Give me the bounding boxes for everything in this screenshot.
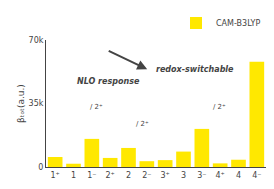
svg-text:4⁺: 4⁺ <box>216 171 225 180</box>
svg-text:1⁻: 1⁻ <box>87 171 96 180</box>
svg-text:NLO response: NLO response <box>77 77 140 86</box>
svg-text:1: 1 <box>71 171 76 180</box>
svg-text:/ 2⁺: / 2⁺ <box>90 103 103 111</box>
svg-text:/ 2⁺: / 2⁺ <box>136 120 149 128</box>
svg-text:2⁻: 2⁻ <box>142 171 151 180</box>
svg-text:/ 2⁺: / 2⁺ <box>213 103 226 111</box>
svg-text:4⁻: 4⁻ <box>252 171 261 180</box>
svg-text:70k: 70k <box>29 36 44 45</box>
svg-text:βₜₒₜ(a.u.): βₜₒₜ(a.u.) <box>16 84 26 123</box>
svg-text:3: 3 <box>181 171 186 180</box>
svg-text:2: 2 <box>126 171 131 180</box>
svg-text:1⁺: 1⁺ <box>51 171 60 180</box>
svg-text:3⁻: 3⁻ <box>197 171 206 180</box>
svg-text:35k: 35k <box>29 99 44 108</box>
svg-text:3⁺: 3⁺ <box>161 171 170 180</box>
svg-text:CAM-B3LYP: CAM-B3LYP <box>216 19 260 28</box>
svg-text:4: 4 <box>236 171 241 180</box>
svg-text:redox-switchable: redox-switchable <box>156 65 234 74</box>
svg-text:0: 0 <box>38 163 43 172</box>
svg-text:2⁺: 2⁺ <box>106 171 115 180</box>
